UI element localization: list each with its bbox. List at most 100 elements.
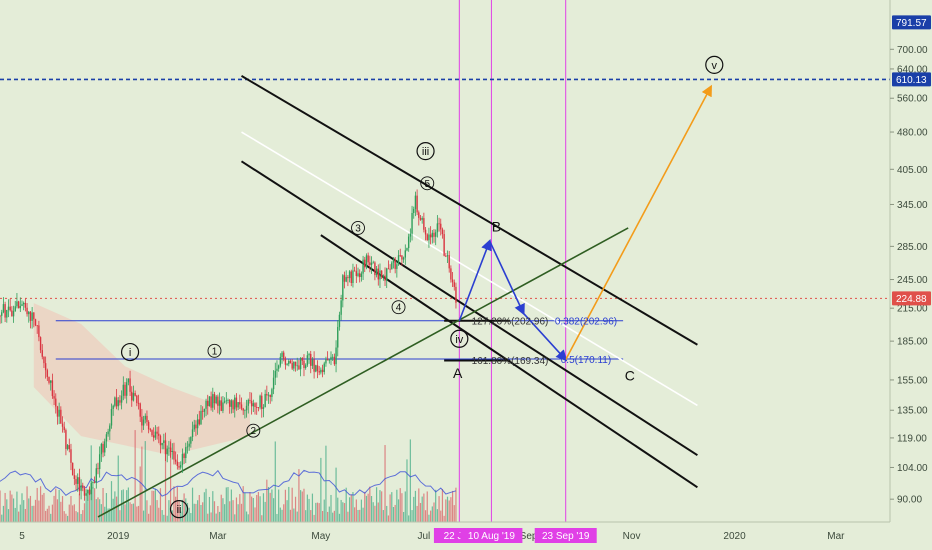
candle-body-267 <box>445 255 447 257</box>
candle-body-143 <box>235 397 238 408</box>
wave-label-ring-0 <box>120 342 140 362</box>
volume-bar-24 <box>34 499 37 522</box>
volume-bar-132 <box>217 506 219 522</box>
volume-bar-54 <box>85 496 87 522</box>
candle-body-211 <box>350 271 352 284</box>
volume-bar-244 <box>406 459 408 522</box>
volume-bar-234 <box>389 494 391 522</box>
volume-bar-21 <box>29 495 32 522</box>
wave-label-7: iii <box>422 146 429 158</box>
x-tick-label-7: 2020 <box>723 531 746 542</box>
volume-bar-194 <box>321 510 324 522</box>
volume-bar-58 <box>92 486 94 522</box>
candle-body-40 <box>61 423 64 427</box>
candle-body-25 <box>36 325 38 327</box>
candle-body-106 <box>173 450 175 460</box>
candle-body-48 <box>75 478 77 484</box>
volume-bar-120 <box>197 500 199 522</box>
volume-bar-35 <box>53 495 55 522</box>
volume-bar-74 <box>119 510 121 522</box>
candle-body-181 <box>299 357 302 370</box>
volume-bar-254 <box>423 493 425 522</box>
candle-body-75 <box>120 395 123 403</box>
candle-body-219 <box>364 259 366 268</box>
y-tick-label-11: 135.00 <box>897 406 928 417</box>
candle-body-161 <box>266 393 268 396</box>
candle-body-174 <box>288 360 290 365</box>
candle-body-80 <box>129 378 131 392</box>
candles <box>0 189 457 501</box>
candle-body-243 <box>404 250 406 258</box>
volume-bar-4 <box>1 514 3 522</box>
cloud-band <box>33 303 250 456</box>
candle-body-94 <box>153 435 155 438</box>
candle-body-32 <box>48 376 50 383</box>
candle-body-36 <box>55 398 57 407</box>
candle-body-248 <box>413 208 415 214</box>
candle-body-175 <box>289 360 292 364</box>
candle-body-5 <box>2 304 5 313</box>
x-tick-label-1: 2019 <box>107 531 130 542</box>
candle-body-258 <box>429 234 432 238</box>
volume-bar-9 <box>9 490 11 522</box>
volume-bar-118 <box>193 503 195 522</box>
candle-body-65 <box>104 441 106 453</box>
volume-bar-66 <box>105 493 108 522</box>
volume-bar-82 <box>132 503 135 522</box>
volume-bar-202 <box>335 467 337 522</box>
volume-bar-61 <box>97 497 99 522</box>
candle-body-66 <box>105 434 108 442</box>
volume-bar-108 <box>176 487 178 522</box>
candle-body-164 <box>271 389 273 398</box>
candle-body-235 <box>391 262 393 270</box>
candle-body-79 <box>127 378 130 383</box>
volume-bar-246 <box>409 439 411 522</box>
volume-bar-49 <box>77 512 79 522</box>
volume-bar-252 <box>419 502 422 522</box>
volume-bar-126 <box>207 513 209 522</box>
volume-bar-207 <box>343 503 346 522</box>
volume-bar-141 <box>232 500 234 522</box>
wave-label-2: 1 <box>212 346 218 357</box>
volume-bar-138 <box>227 487 229 522</box>
candle-body-22 <box>31 312 33 321</box>
volume-bar-258 <box>430 510 432 522</box>
candle-body-26 <box>38 325 40 338</box>
candle-body-47 <box>73 475 76 479</box>
candle-body-241 <box>401 255 403 260</box>
candle-body-244 <box>406 248 408 251</box>
moving-average-line <box>0 469 457 497</box>
volume-bar-137 <box>225 487 227 522</box>
volume-bar-119 <box>195 503 197 522</box>
candle-body-96 <box>156 431 158 434</box>
candle-body-159 <box>262 407 265 409</box>
candle-body-255 <box>424 229 427 235</box>
candle-body-228 <box>379 270 381 280</box>
volume-bar-27 <box>39 486 42 522</box>
support-trend-line <box>97 227 629 518</box>
candle-body-269 <box>448 255 450 269</box>
volume-bar-256 <box>426 491 428 522</box>
candle-body-208 <box>345 277 347 282</box>
volume-bar-93 <box>151 490 153 522</box>
volume-bar-13 <box>16 491 18 522</box>
candle-body-34 <box>51 380 54 397</box>
candle-body-112 <box>183 453 185 459</box>
candle-body-105 <box>171 450 173 452</box>
volume-bar-247 <box>411 510 413 522</box>
volume-bar-14 <box>18 511 20 522</box>
candle-body-147 <box>242 408 244 411</box>
volume-bar-197 <box>327 511 329 522</box>
candle-body-123 <box>201 410 204 412</box>
volume-bar-11 <box>12 498 15 522</box>
volume-bar-52 <box>82 510 84 522</box>
candle-body-115 <box>188 443 190 447</box>
volume-bar-160 <box>264 501 266 522</box>
volume-bar-129 <box>212 491 214 522</box>
candle-body-266 <box>443 234 445 256</box>
wave-label-ring-6 <box>420 176 435 191</box>
candle-body-68 <box>109 425 111 432</box>
candle-body-31 <box>46 370 49 377</box>
volume-bar-210 <box>348 497 351 522</box>
